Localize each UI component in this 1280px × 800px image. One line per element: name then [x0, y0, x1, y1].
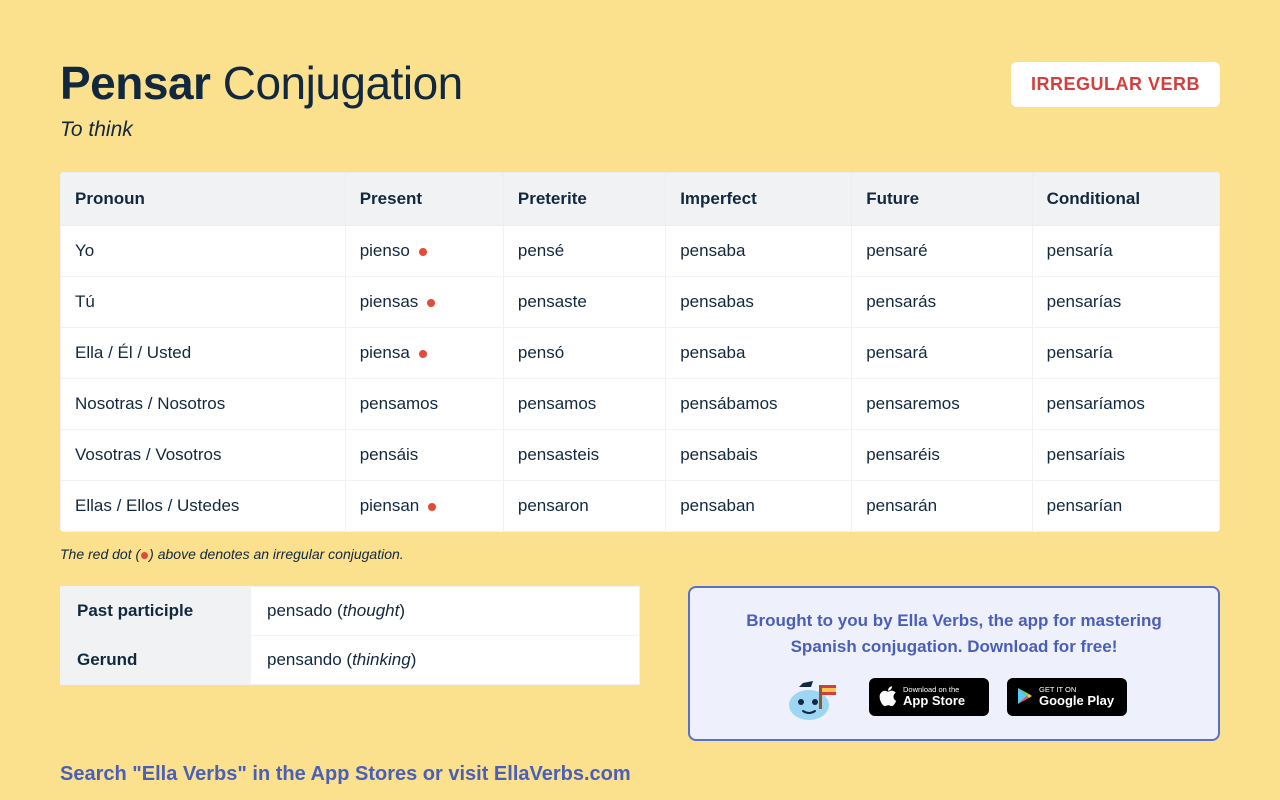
column-header: Preterite — [503, 173, 665, 226]
conjugation-cell: pensaremos — [852, 379, 1032, 430]
column-header: Imperfect — [666, 173, 852, 226]
header-row: Pensar Conjugation To think IRREGULAR VE… — [60, 56, 1220, 142]
pronoun-cell: Tú — [61, 277, 346, 328]
conjugation-cell: pensaréis — [852, 430, 1032, 481]
google-play-badge[interactable]: GET IT ON Google Play — [1007, 678, 1127, 716]
irregular-dot-icon — [428, 503, 436, 511]
gerund-label: Gerund — [61, 636, 251, 685]
footnote: The red dot ( ) above denotes an irregula… — [60, 546, 1220, 562]
table-row: Ellas / Ellos / Ustedespiensan pensaron … — [61, 481, 1220, 532]
table-header-row: PronounPresentPreteriteImperfectFutureCo… — [61, 173, 1220, 226]
mascot-icon — [781, 673, 851, 721]
conjugation-cell: pienso — [345, 226, 503, 277]
conjugation-cell: pensarás — [852, 277, 1032, 328]
title-block: Pensar Conjugation To think — [60, 56, 463, 142]
conjugation-cell: pensarías — [1032, 277, 1219, 328]
footnote-pre: The red dot ( — [60, 546, 140, 562]
verb-name: Pensar — [60, 57, 210, 109]
pronoun-cell: Yo — [61, 226, 346, 277]
past-participle-row: Past participle pensado (thought) — [61, 587, 640, 636]
app-store-badge[interactable]: Download on the App Store — [869, 678, 989, 716]
conjugation-cell: pensaban — [666, 481, 852, 532]
conjugation-cell: pensabais — [666, 430, 852, 481]
conjugation-cell: pensaste — [503, 277, 665, 328]
conjugation-cell: pensará — [852, 328, 1032, 379]
page-title: Pensar Conjugation — [60, 56, 463, 110]
promo-box: Brought to you by Ella Verbs, the app fo… — [688, 586, 1220, 741]
conjugation-cell: pensarán — [852, 481, 1032, 532]
red-dot-icon — [141, 552, 148, 559]
promo-badges: Download on the App Store GET IT ON Goog… — [714, 673, 1194, 721]
footnote-post: ) above denotes an irregular conjugation… — [149, 546, 404, 562]
column-header: Pronoun — [61, 173, 346, 226]
conjugation-cell: piensa — [345, 328, 503, 379]
conjugation-cell: piensan — [345, 481, 503, 532]
table-row: Ella / Él / Ustedpiensa pensó pensaba pe… — [61, 328, 1220, 379]
conjugation-cell: pensaba — [666, 328, 852, 379]
conjugation-cell: pensaré — [852, 226, 1032, 277]
conjugation-cell: pensábamos — [666, 379, 852, 430]
irregular-dot-icon — [419, 350, 427, 358]
gerund-value: pensando (thinking) — [251, 636, 640, 685]
irregular-dot-icon — [419, 248, 427, 256]
conjugation-cell: pensó — [503, 328, 665, 379]
irregular-dot-icon — [427, 299, 435, 307]
forms-table: Past participle pensado (thought) Gerund… — [60, 586, 640, 685]
conjugation-cell: pensáis — [345, 430, 503, 481]
pronoun-cell: Vosotras / Vosotros — [61, 430, 346, 481]
conjugation-cell: pensarían — [1032, 481, 1219, 532]
past-participle-value: pensado (thought) — [251, 587, 640, 636]
column-header: Present — [345, 173, 503, 226]
promo-text: Brought to you by Ella Verbs, the app fo… — [714, 608, 1194, 659]
table-row: Túpiensas pensaste pensabas pensarás pen… — [61, 277, 1220, 328]
conjugation-cell: pensabas — [666, 277, 852, 328]
conjugation-cell: pensamos — [503, 379, 665, 430]
pronoun-cell: Nosotras / Nosotros — [61, 379, 346, 430]
conjugation-table: PronounPresentPreteriteImperfectFutureCo… — [60, 172, 1220, 532]
conjugation-cell: pensamos — [345, 379, 503, 430]
conjugation-cell: piensas — [345, 277, 503, 328]
conjugation-cell: pensaría — [1032, 226, 1219, 277]
conjugation-cell: pensasteis — [503, 430, 665, 481]
column-header: Future — [852, 173, 1032, 226]
table-row: Nosotras / Nosotrospensamos pensamos pen… — [61, 379, 1220, 430]
gerund-row: Gerund pensando (thinking) — [61, 636, 640, 685]
bottom-row: Past participle pensado (thought) Gerund… — [60, 586, 1220, 741]
apple-icon — [879, 686, 897, 709]
conjugation-cell: pensé — [503, 226, 665, 277]
table-body: Yopienso pensé pensaba pensaré pensaría … — [61, 226, 1220, 532]
verb-translation: To think — [60, 118, 463, 142]
irregular-badge: IRREGULAR VERB — [1011, 62, 1220, 107]
conjugation-cell: pensaríamos — [1032, 379, 1219, 430]
google-play-icon — [1017, 687, 1033, 708]
title-suffix: Conjugation — [223, 57, 463, 109]
pronoun-cell: Ella / Él / Usted — [61, 328, 346, 379]
conjugation-cell: pensaba — [666, 226, 852, 277]
column-header: Conditional — [1032, 173, 1219, 226]
table-row: Vosotras / Vosotrospensáis pensasteis pe… — [61, 430, 1220, 481]
conjugation-cell: pensaron — [503, 481, 665, 532]
search-cta: Search "Ella Verbs" in the App Stores or… — [60, 763, 1220, 786]
conjugation-cell: pensaríais — [1032, 430, 1219, 481]
table-row: Yopienso pensé pensaba pensaré pensaría — [61, 226, 1220, 277]
pronoun-cell: Ellas / Ellos / Ustedes — [61, 481, 346, 532]
conjugation-cell: pensaría — [1032, 328, 1219, 379]
past-participle-label: Past participle — [61, 587, 251, 636]
